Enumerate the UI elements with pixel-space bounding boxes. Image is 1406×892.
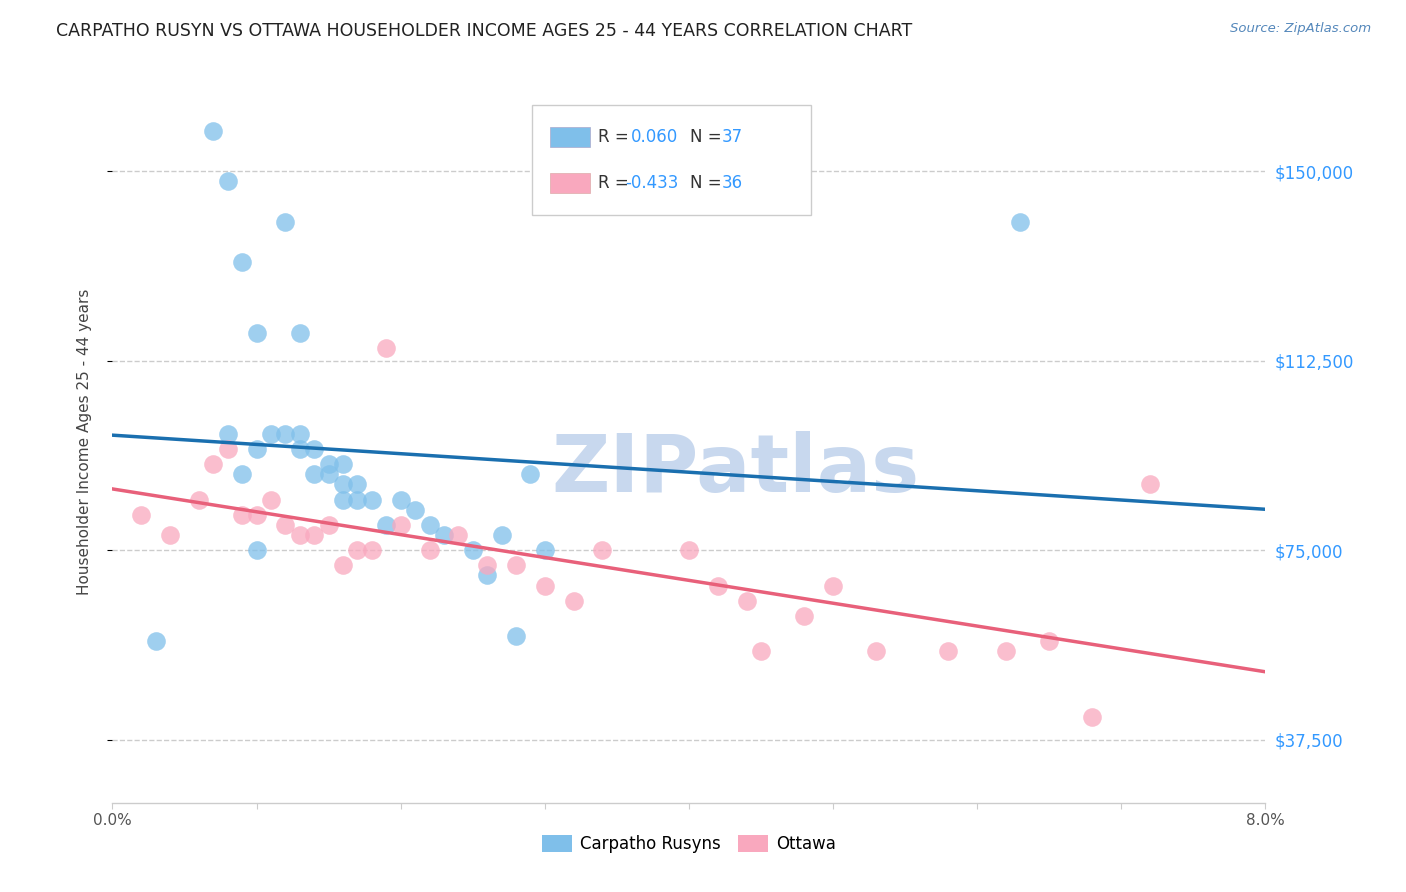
Point [304, 528, 326, 542]
Point [260, 427, 283, 442]
Text: ZIPatlas: ZIPatlas [551, 432, 920, 509]
Point [562, 593, 585, 607]
Legend: Carpatho Rusyns, Ottawa: Carpatho Rusyns, Ottawa [536, 828, 842, 860]
Point [159, 528, 181, 542]
Point [865, 644, 887, 658]
Point [491, 528, 513, 542]
Point [533, 578, 555, 592]
Point [318, 467, 340, 482]
Point [318, 457, 340, 471]
Point [129, 508, 153, 522]
Point [346, 492, 368, 507]
Point [304, 442, 326, 456]
Point [217, 442, 239, 456]
Point [1139, 477, 1161, 491]
Point [389, 517, 412, 532]
Point [793, 608, 815, 623]
Point [461, 543, 484, 558]
Point [749, 644, 772, 658]
Point [519, 467, 541, 482]
Point [592, 543, 614, 558]
Point [1081, 710, 1104, 724]
Point [433, 528, 456, 542]
Point [938, 644, 960, 658]
Point [217, 174, 239, 188]
Point [188, 492, 211, 507]
Text: R =: R = [598, 174, 634, 192]
Text: -0.433: -0.433 [624, 174, 678, 192]
Point [246, 543, 269, 558]
Point [274, 517, 297, 532]
Point [735, 593, 758, 607]
Y-axis label: Householder Income Ages 25 - 44 years: Householder Income Ages 25 - 44 years [77, 288, 91, 595]
Point [231, 508, 253, 522]
Point [145, 634, 167, 648]
Text: 36: 36 [721, 174, 742, 192]
Point [304, 467, 326, 482]
Text: N =: N = [689, 128, 727, 145]
Point [246, 508, 269, 522]
Point [533, 543, 555, 558]
Point [346, 543, 368, 558]
Point [231, 467, 253, 482]
Point [1010, 215, 1032, 229]
Point [375, 517, 398, 532]
Point [202, 124, 225, 138]
Text: R =: R = [598, 128, 634, 145]
Point [375, 341, 398, 355]
Point [274, 215, 297, 229]
Point [447, 528, 470, 542]
Point [288, 528, 311, 542]
Point [260, 492, 283, 507]
Point [678, 543, 700, 558]
Point [1038, 634, 1060, 648]
Point [231, 255, 253, 269]
Point [288, 442, 311, 456]
Point [707, 578, 730, 592]
Point [360, 492, 382, 507]
Point [475, 568, 498, 582]
Point [332, 477, 354, 491]
Point [505, 629, 527, 643]
Point [360, 543, 382, 558]
Text: N =: N = [689, 174, 727, 192]
Point [346, 477, 368, 491]
Point [274, 427, 297, 442]
Point [332, 492, 354, 507]
Point [318, 517, 340, 532]
Text: Source: ZipAtlas.com: Source: ZipAtlas.com [1230, 22, 1371, 36]
Point [202, 457, 225, 471]
Point [419, 543, 441, 558]
Point [404, 502, 426, 516]
Point [288, 326, 311, 340]
Text: CARPATHO RUSYN VS OTTAWA HOUSEHOLDER INCOME AGES 25 - 44 YEARS CORRELATION CHART: CARPATHO RUSYN VS OTTAWA HOUSEHOLDER INC… [56, 22, 912, 40]
Point [475, 558, 498, 573]
Point [505, 558, 527, 573]
Point [332, 558, 354, 573]
Point [419, 517, 441, 532]
Text: 0.060: 0.060 [630, 128, 678, 145]
Point [995, 644, 1018, 658]
Point [332, 457, 354, 471]
Point [288, 427, 311, 442]
Point [246, 442, 269, 456]
Point [246, 326, 269, 340]
Point [389, 492, 412, 507]
Point [217, 427, 239, 442]
Text: 37: 37 [721, 128, 742, 145]
Point [821, 578, 844, 592]
